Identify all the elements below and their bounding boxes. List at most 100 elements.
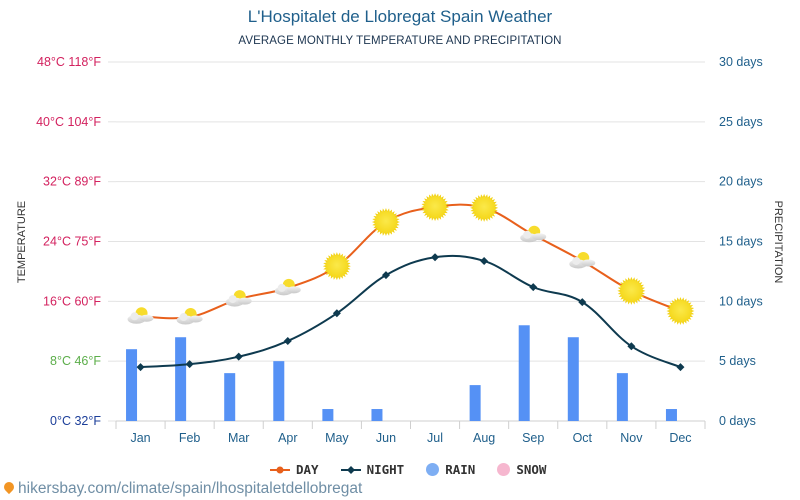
cloud-sun-icon xyxy=(176,308,203,325)
rain-bar xyxy=(322,409,334,421)
temperature-tick-label: 0°C 32°F xyxy=(50,414,101,428)
cloud-part xyxy=(228,295,237,304)
cloud-part xyxy=(572,256,581,265)
legend-item-night[interactable]: NIGHT xyxy=(340,462,405,477)
precipitation-tick-label: 20 days xyxy=(719,175,763,189)
month-label: Apr xyxy=(278,431,297,445)
temperature-tick-label: 48°C 118°F xyxy=(37,55,101,69)
sun-disc xyxy=(620,279,643,302)
month-label: Jul xyxy=(427,431,443,445)
cloud-sun-icon xyxy=(520,225,547,243)
cloud-part xyxy=(179,313,188,322)
month-label: May xyxy=(325,431,349,445)
rain-bar xyxy=(273,361,285,421)
location-pin-icon xyxy=(1,479,17,495)
rain-bar xyxy=(469,385,481,421)
chart-subtitle: AVERAGE MONTHLY TEMPERATURE AND PRECIPIT… xyxy=(238,35,562,47)
precipitation-axis: 0 days 5 days 10 days 15 days 20 days 25 days… xyxy=(719,55,763,428)
legend-label-snow: SNOW xyxy=(516,462,547,477)
temperature-tick-label: 40°C 104°F xyxy=(36,115,101,129)
rain-bar xyxy=(518,325,530,421)
temperature-tick-label: 8°C 46°F xyxy=(50,354,101,368)
sun-disc xyxy=(325,255,348,278)
legend-label-night: NIGHT xyxy=(366,462,405,477)
night-point xyxy=(578,298,587,307)
cloud-part xyxy=(523,230,532,239)
month-label: Oct xyxy=(573,431,593,445)
weather-icons xyxy=(127,193,695,326)
rain-bar xyxy=(224,373,236,421)
temperature-lines xyxy=(136,203,685,372)
night-point xyxy=(185,360,194,369)
night-point xyxy=(480,256,489,265)
sun-icon xyxy=(421,193,450,222)
rain-bar xyxy=(175,337,187,421)
month-label: Dec xyxy=(669,431,691,445)
night-point xyxy=(529,283,538,292)
temperature-axis-label: TEMPERATURE xyxy=(16,201,28,283)
cloud-part xyxy=(188,315,203,323)
temperature-tick-label: 16°C 60°F xyxy=(43,294,101,308)
legend-item-day[interactable]: DAY xyxy=(270,462,319,477)
temperature-tick-label: 24°C 75°F xyxy=(43,235,101,249)
rain-dot-icon xyxy=(426,463,440,476)
legend-label-rain: RAIN xyxy=(445,462,476,477)
cloud-part xyxy=(532,233,547,241)
sun-icon xyxy=(666,297,695,326)
sun-disc xyxy=(669,300,692,323)
night-point xyxy=(627,342,636,351)
month-label: Jun xyxy=(376,431,396,445)
night-point xyxy=(431,253,440,262)
month-label: Mar xyxy=(228,431,250,445)
precipitation-tick-label: 25 days xyxy=(719,115,763,129)
night-point xyxy=(332,309,341,318)
cloud-part xyxy=(581,259,596,267)
precipitation-tick-label: 0 days xyxy=(719,414,756,428)
month-label: Aug xyxy=(473,431,495,445)
sun-icon xyxy=(371,208,400,237)
night-point xyxy=(136,363,145,372)
month-label: Jan xyxy=(130,431,150,445)
cloud-part xyxy=(286,286,301,294)
temperature-axis: 0°C 32°F 8°C 46°F 16°C 60°F 24°C 75°F 32°C 8… xyxy=(36,55,116,428)
night-point xyxy=(676,363,685,372)
sun-icon xyxy=(617,276,646,305)
cloud-sun-icon xyxy=(225,290,252,307)
legend-item-snow[interactable]: SNOW xyxy=(497,462,546,477)
cloud-part xyxy=(237,297,252,305)
night-point xyxy=(283,336,292,345)
snow-dot-icon xyxy=(497,463,511,476)
chart-title: L'Hospitalet de Llobregat Spain Weather xyxy=(247,7,553,26)
sun-disc xyxy=(424,196,447,219)
chart-legend: DAY NIGHT RAIN SNOW xyxy=(270,462,546,477)
month-label: Nov xyxy=(620,431,643,445)
precipitation-tick-label: 5 days xyxy=(719,354,756,368)
month-axis: Jan Feb Mar Apr May Jun Jul Aug Sep Oct Nov Dec xyxy=(115,420,706,445)
cloud-part xyxy=(277,283,286,292)
night-point xyxy=(381,271,390,280)
source-url: hikersbay.com/climate/spain/lhospitaletd… xyxy=(18,480,363,497)
rain-bar xyxy=(665,409,677,421)
sun-icon xyxy=(470,193,499,222)
temperature-tick-label: 32°C 89°F xyxy=(43,175,101,189)
month-label: Sep xyxy=(522,431,544,445)
precipitation-tick-label: 10 days xyxy=(719,294,763,308)
rain-bars xyxy=(126,325,677,421)
day-line-icon xyxy=(270,466,290,473)
sun-icon xyxy=(322,252,351,281)
precipitation-axis-label: PRECIPITATION xyxy=(772,201,784,284)
cloud-part xyxy=(130,312,139,321)
cloud-part xyxy=(139,314,154,322)
legend-label-day: DAY xyxy=(296,462,319,477)
rain-bar xyxy=(371,409,383,421)
source-link[interactable]: hikersbay.com/climate/spain/lhospitaletd… xyxy=(1,479,363,498)
cloud-sun-icon xyxy=(127,307,154,324)
cloud-sun-icon xyxy=(569,251,596,269)
rain-bar xyxy=(126,349,138,421)
precipitation-tick-label: 30 days xyxy=(719,55,763,69)
night-line-icon xyxy=(340,465,361,474)
legend-item-rain[interactable]: RAIN xyxy=(426,462,475,477)
grid-lines xyxy=(116,61,705,362)
sun-disc xyxy=(473,196,496,219)
